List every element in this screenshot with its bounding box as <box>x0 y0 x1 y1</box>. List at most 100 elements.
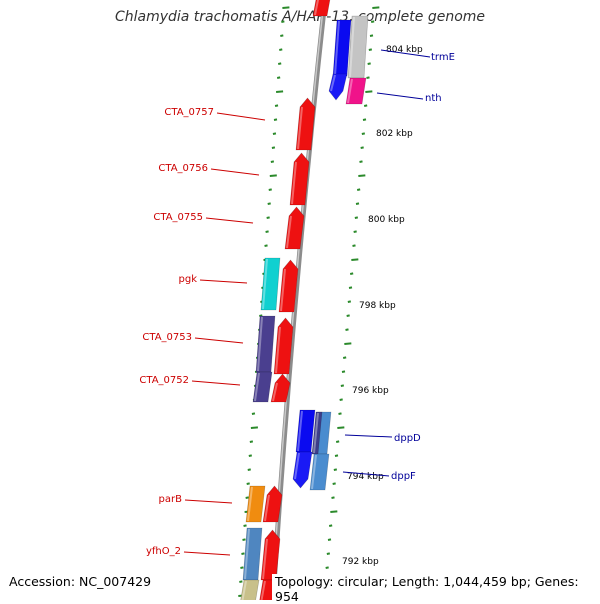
tick-mark <box>333 468 338 471</box>
scale-label-800: 800 kbp <box>368 215 405 225</box>
scale-label-792: 792 kbp <box>342 557 379 567</box>
tick-mark <box>337 426 345 429</box>
tick-mark <box>354 216 359 219</box>
gene-highlight <box>313 412 319 454</box>
scale-label-804: 804 kbp <box>386 45 423 55</box>
tick-mark <box>359 160 363 163</box>
tick-mark <box>242 538 246 541</box>
gene-highlight <box>260 580 266 600</box>
gene-label-dppd: dppD <box>394 433 421 444</box>
tick-mark <box>267 202 271 205</box>
tick-mark <box>348 286 353 289</box>
tick-mark <box>367 62 371 65</box>
gene-cta-0757 <box>295 97 316 151</box>
leader-dppf <box>342 471 390 477</box>
tick-mark <box>351 258 359 261</box>
tick-mark <box>327 538 332 541</box>
gene-cta-0756 <box>289 152 310 206</box>
tick-mark <box>245 496 249 499</box>
tick-mark <box>365 90 373 93</box>
map-title: Chlamydia trachomatis A/HAR-13, complete… <box>114 9 486 25</box>
tick-mark <box>362 118 367 121</box>
gene-label-parb: parB <box>159 494 183 505</box>
gene-label-trme: trmE <box>431 52 455 63</box>
tick-mark <box>266 216 270 219</box>
gene-highlight <box>247 486 253 522</box>
leader-pgk <box>199 279 248 284</box>
tick-mark <box>241 552 245 555</box>
tick-mark <box>240 566 244 569</box>
leader-dppd <box>344 434 393 438</box>
tick-mark <box>369 34 374 37</box>
leader-cta-0756 <box>210 168 260 176</box>
tick-mark <box>372 6 380 9</box>
gene-highlight <box>262 258 268 310</box>
tick-mark <box>250 426 258 429</box>
gene-highlight <box>334 20 340 76</box>
gene-cta-0755 <box>284 206 305 250</box>
gene-highlight <box>297 410 303 452</box>
tick-mark <box>268 188 272 191</box>
tick-mark <box>347 300 352 303</box>
gene-dppf-blue <box>292 451 313 489</box>
gene-parb-red <box>262 485 283 523</box>
gene-highlight <box>254 372 260 402</box>
leader-cta-0757 <box>216 112 266 121</box>
gene-cta-0752 <box>252 371 273 403</box>
tick-mark <box>281 20 285 23</box>
gene-highlight <box>241 580 247 600</box>
gene-highlight <box>244 528 250 580</box>
scale-label-798: 798 kbp <box>359 301 396 311</box>
tick-mark <box>247 468 251 471</box>
tick-mark <box>325 566 329 569</box>
genome-summary-text: Topology: circular; Length: 1,044,459 bp… <box>272 574 600 604</box>
gene-cta-0753-red <box>273 317 294 375</box>
gene-highlight <box>297 106 303 150</box>
tick-mark <box>246 482 250 485</box>
gene-nth <box>345 77 367 105</box>
gene-highlight <box>291 161 297 205</box>
gene-highlight <box>280 268 286 312</box>
leader-cta-0752 <box>191 380 241 386</box>
leader-cta-0755 <box>205 217 254 224</box>
gene-cta-0752-red <box>270 373 291 403</box>
leader-nth <box>376 92 424 100</box>
tick-mark <box>334 454 339 457</box>
tick-mark <box>368 48 373 51</box>
tick-mark <box>349 272 354 275</box>
scale-label-802: 802 kbp <box>376 129 413 139</box>
tick-mark <box>270 160 275 163</box>
tick-mark <box>352 244 356 247</box>
tick-mark <box>274 104 279 107</box>
scale-label-794: 794 kbp <box>347 472 384 482</box>
gene-trme-blue-arrow <box>328 73 348 101</box>
tick-mark <box>273 118 278 121</box>
tick-mark <box>249 440 254 443</box>
gene-label-dppf: dppF <box>391 471 416 482</box>
gene-highlight <box>264 494 270 522</box>
tick-mark <box>328 524 333 527</box>
tick-mark <box>271 146 276 149</box>
tick-mark <box>353 230 357 233</box>
tick-mark <box>345 328 349 331</box>
gene-label-cta-0753: CTA_0753 <box>142 332 192 343</box>
gene-label-cta-0755: CTA_0755 <box>153 212 203 223</box>
gene-pgk-a <box>260 257 281 311</box>
gene-label-cta-0757: CTA_0757 <box>164 107 214 118</box>
tick-mark <box>276 76 281 79</box>
gene-highlight <box>286 215 292 249</box>
gene-label-yfho-2: yfhO_2 <box>146 546 181 557</box>
gene-pgk <box>278 259 299 313</box>
gene-trme-blue <box>332 19 352 77</box>
tick-mark <box>251 412 256 415</box>
tick-mark <box>239 580 243 583</box>
gene-highlight <box>262 538 268 580</box>
tick-mark <box>341 370 346 373</box>
tick-mark <box>366 76 370 79</box>
tick-mark <box>332 482 336 485</box>
tick-mark <box>344 342 352 345</box>
tick-mark <box>346 314 350 317</box>
tick-mark <box>326 552 331 555</box>
leader-trme <box>380 49 431 58</box>
